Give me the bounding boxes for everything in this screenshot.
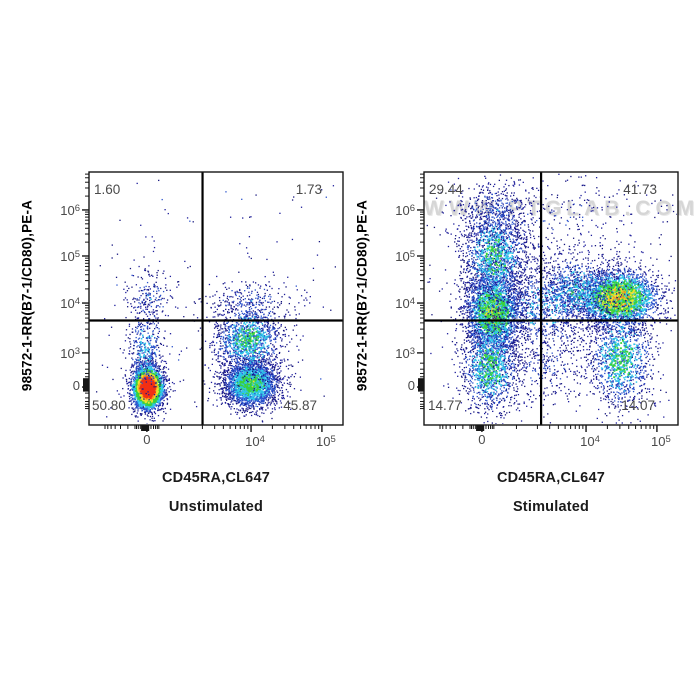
quadrant-label-upper-right: 1.73 (295, 182, 322, 197)
y-tick-label: 106 (60, 202, 80, 218)
y-tick-label: 103 (395, 345, 415, 361)
x-tick-label: 104 (245, 434, 265, 449)
quadrant-label-lower-right: 14.07 (621, 398, 655, 413)
x-tick-label: 0 (143, 432, 151, 447)
x-axis-label: CD45RA,CL647 (162, 470, 270, 486)
plot-area-stimulated (424, 172, 678, 425)
y-tick-label: 103 (60, 345, 80, 361)
x-tick-label: 104 (580, 434, 600, 449)
x-axis-label: CD45RA,CL647 (497, 470, 605, 486)
y-axis-label: 98572-1-RR(B7-1/CD80),PE-A (19, 199, 35, 392)
y-tick-label: 104 (60, 296, 80, 312)
y-tick-label: 104 (395, 296, 415, 312)
quadrant-label-lower-right: 45.87 (283, 398, 317, 413)
y-tick-label: 105 (395, 248, 415, 264)
x-tick-label: 0 (478, 432, 486, 447)
condition-label-unstimulated: Unstimulated (168, 499, 264, 515)
x-tick-label: 105 (316, 434, 336, 449)
y-tick-label: 106 (395, 202, 415, 218)
y-axis-label: 98572-1-RR(B7-1/CD80),PE-A (354, 199, 370, 392)
quadrant-label-upper-left: 1.60 (94, 182, 121, 197)
x-tick-label: 105 (651, 434, 671, 449)
quadrant-label-upper-right: 41.73 (623, 182, 657, 197)
y-tick-label: 105 (60, 248, 80, 264)
quadrant-label-upper-left: 29.44 (429, 182, 463, 197)
quadrant-label-lower-left: 50.80 (92, 398, 126, 413)
y-tick-label: 0 (72, 378, 80, 394)
plot-area-unstimulated (89, 172, 343, 425)
condition-label-stimulated: Stimulated (512, 499, 590, 515)
quadrant-label-lower-left: 14.77 (428, 398, 462, 413)
y-tick-label: 0 (407, 378, 415, 394)
